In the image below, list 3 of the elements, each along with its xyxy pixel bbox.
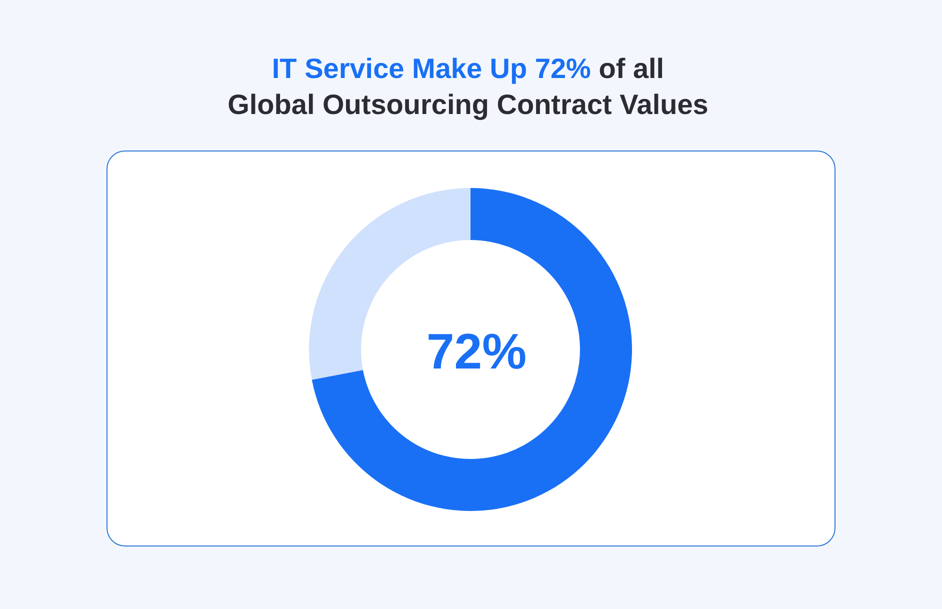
chart-title: IT Service Make Up 72% of all Global Outsourcing Contract Values	[228, 53, 708, 120]
donut-slice	[312, 188, 632, 511]
data-label: 72%	[426, 324, 527, 380]
